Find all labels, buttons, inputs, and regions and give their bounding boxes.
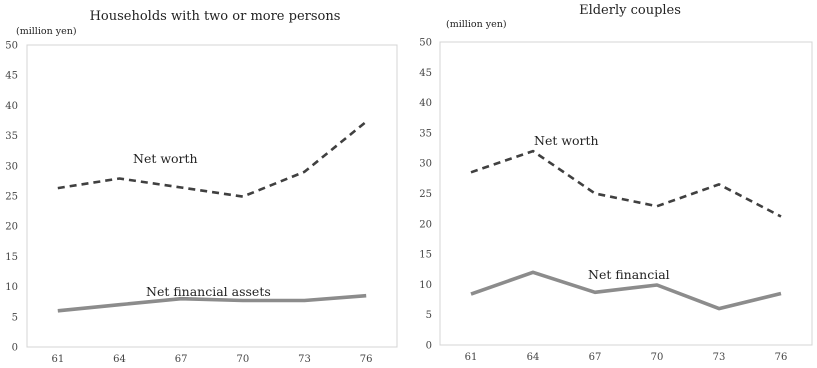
x-tick-label: 64 [113,354,126,365]
y-tick-label: 45 [5,71,18,82]
y-tick-label: 40 [419,98,432,109]
y-tick-label: 15 [5,252,18,263]
x-tick-label: 73 [298,354,311,365]
y-tick-label: 5 [12,312,18,323]
y-tick-label: 10 [419,280,432,291]
series-line-net-financial [470,270,782,311]
x-tick-label: 64 [527,352,540,363]
chart-title: Households with two or more persons [90,9,341,24]
x-tick-label: 76 [775,352,788,363]
x-tick-label: 70 [236,354,249,365]
y-tick-label: 10 [5,282,18,293]
x-tick-label: 61 [465,352,478,363]
y-unit-label: (million yen) [16,26,77,37]
y-tick-label: 5 [426,310,432,321]
chart-title: Elderly couples [579,3,681,18]
y-tick-label: 0 [12,343,18,354]
x-tick-label: 70 [651,352,664,363]
series-label: Net financial [588,267,670,282]
x-tick-label: 73 [713,352,726,363]
y-tick-label: 50 [419,38,432,49]
y-tick-label: 35 [5,131,18,142]
x-tick-label: 67 [175,354,188,365]
y-tick-label: 20 [419,219,432,230]
y-tick-label: 25 [419,189,432,200]
y-tick-label: 45 [419,68,432,79]
series-label: Net financial assets [146,284,271,299]
y-tick-label: 0 [426,341,432,352]
chart-panel-2: Elderly couples (million yen) 0 5 10 15 20 25 30… [419,3,813,363]
y-tick-label: 35 [419,128,432,139]
y-tick-label: 25 [5,192,18,203]
chart-panel-1: Households with two or more persons (mill… [5,9,398,365]
y-tick-label: 20 [5,222,18,233]
plot-frame [26,44,398,348]
series-line-net-financial [57,293,367,313]
plot-frame [439,41,813,346]
series-label: Net worth [534,133,599,148]
y-tick-label: 40 [5,101,18,112]
x-tick-label: 76 [360,354,373,365]
y-tick-label: 30 [419,159,432,170]
series-line-net-worth [470,149,782,218]
x-tick-label: 67 [589,352,602,363]
y-tick-label: 15 [419,250,432,261]
y-unit-label: (million yen) [446,19,507,30]
series-label: Net worth [133,151,198,166]
y-tick-label: 50 [5,41,18,52]
x-tick-label: 61 [51,354,64,365]
y-tick-label: 30 [5,161,18,172]
series-line-net-worth [57,120,368,198]
